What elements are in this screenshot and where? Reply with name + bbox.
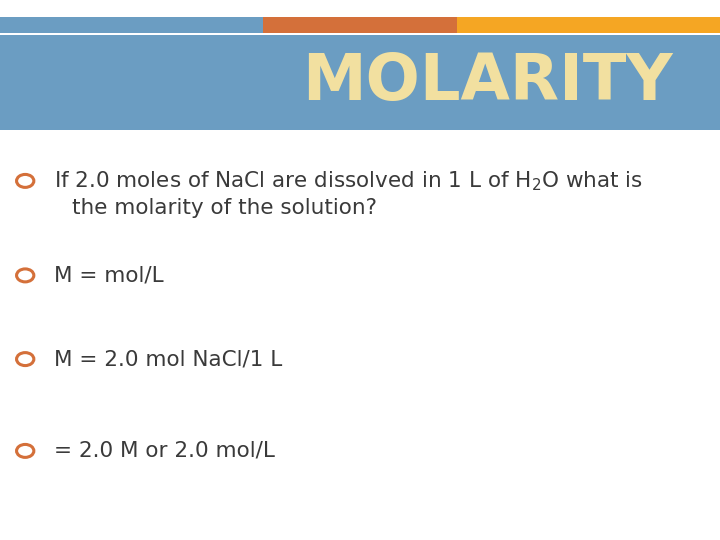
Bar xyxy=(457,17,720,33)
Text: M = 2.0 mol NaCl/1 L: M = 2.0 mol NaCl/1 L xyxy=(54,349,282,369)
Text: = 2.0 M or 2.0 mol/L: = 2.0 M or 2.0 mol/L xyxy=(54,441,275,461)
Text: MOLARITY: MOLARITY xyxy=(302,51,673,113)
Text: the molarity of the solution?: the molarity of the solution? xyxy=(72,198,377,218)
Bar xyxy=(0,35,720,130)
Text: If 2.0 moles of NaCl are dissolved in 1 L of H$_2$O what is: If 2.0 moles of NaCl are dissolved in 1 … xyxy=(54,169,643,193)
Text: M = mol/L: M = mol/L xyxy=(54,265,163,286)
Bar xyxy=(263,17,457,33)
Bar xyxy=(0,17,263,33)
